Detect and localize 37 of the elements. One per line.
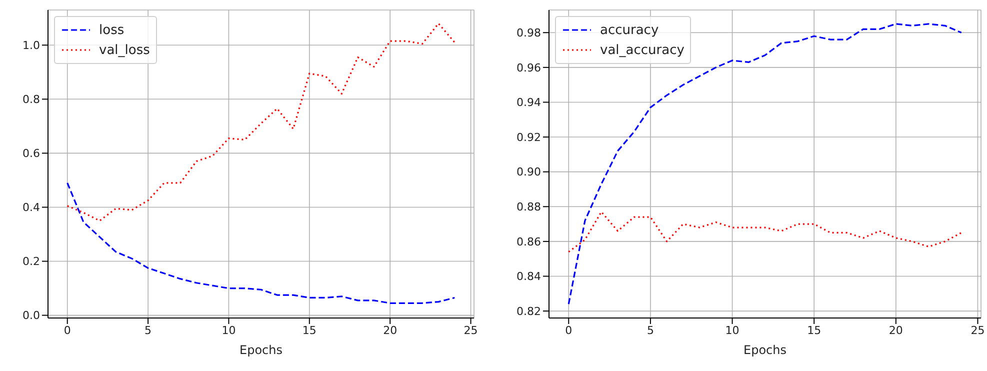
x-axis-title: Epochs (240, 343, 282, 357)
line-series (568, 211, 962, 253)
x-tick-label: 15 (302, 324, 316, 337)
y-tick-label: 1.0 (22, 39, 40, 52)
y-tick-label: 0.4 (22, 201, 40, 214)
legend-label: val_accuracy (600, 42, 684, 58)
y-tick-label: 0.90 (516, 166, 541, 179)
legend-label: loss (99, 22, 124, 38)
y-tick-label: 0.88 (516, 200, 541, 214)
x-tick-label: 10 (725, 324, 740, 337)
y-tick-label: 0.86 (516, 235, 541, 248)
legend-label: accuracy (600, 22, 659, 38)
legend-label: val_loss (99, 42, 150, 58)
y-tick-label: 0.6 (22, 147, 40, 160)
x-tick-label: 25 (970, 324, 985, 337)
y-tick-label: 0.0 (22, 309, 40, 322)
x-tick-label: 5 (144, 324, 152, 337)
x-tick-label: 0 (64, 324, 71, 337)
line-series (66, 22, 456, 222)
x-tick-label: 25 (464, 324, 478, 337)
x-tick-label: 10 (222, 324, 236, 337)
x-tick-label: 20 (383, 324, 398, 337)
y-tick-label: 0.98 (516, 26, 541, 40)
y-tick-label: 0.92 (516, 130, 541, 144)
x-tick-label: 5 (646, 324, 654, 337)
y-tick-label: 0.2 (22, 255, 40, 268)
y-tick-label: 0.84 (516, 270, 541, 284)
line-series (66, 182, 456, 304)
x-axis-title: Epochs (744, 343, 786, 357)
line-series (568, 23, 962, 305)
x-tick-label: 0 (565, 324, 572, 337)
y-tick-label: 0.8 (22, 93, 40, 106)
y-tick-label: 0.96 (516, 61, 541, 74)
x-tick-label: 15 (807, 324, 822, 337)
y-tick-label: 0.82 (516, 304, 541, 318)
x-tick-label: 20 (888, 324, 903, 337)
y-tick-label: 0.94 (516, 96, 541, 110)
